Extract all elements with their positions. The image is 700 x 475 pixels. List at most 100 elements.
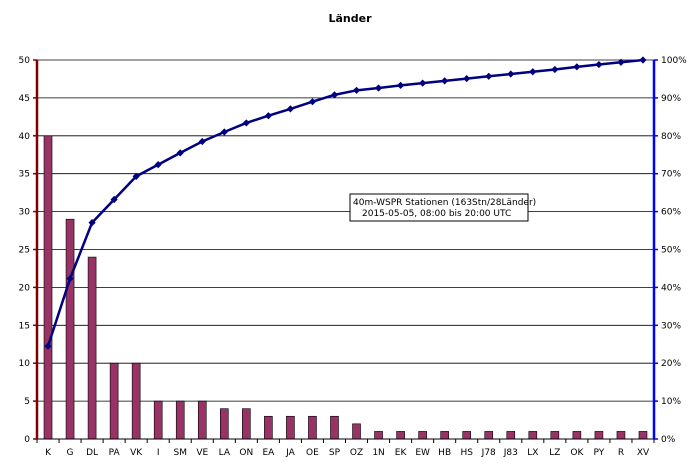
bar — [109, 362, 119, 440]
right-tick-label: 90% — [661, 94, 681, 104]
bar — [484, 431, 494, 440]
bar — [506, 431, 516, 440]
annotation-box: 40m-WSPR Stationen (163Stn/28Länder) 201… — [349, 193, 536, 222]
line-point — [463, 74, 471, 83]
bar — [87, 256, 97, 440]
right-tick-label: 60% — [661, 208, 681, 218]
x-tick-label: EW — [415, 448, 430, 458]
right-tick-label: 0% — [661, 435, 676, 445]
right-axis-ticks: 0% 10% 20% 30% 40% 50% 60% 70% 80% 90% 100% — [654, 56, 687, 445]
x-tick-label: SP — [329, 448, 341, 458]
bar — [462, 431, 471, 440]
annotation-line-1: 40m-WSPR Stationen (163Stn/28Länder) — [353, 198, 536, 208]
left-tick-label: 40 — [19, 132, 31, 142]
bar — [65, 218, 75, 440]
bar — [330, 415, 339, 440]
right-tick-label: 50% — [661, 246, 681, 256]
x-tick-label: 1N — [372, 448, 384, 458]
bar — [550, 431, 560, 440]
bar — [418, 431, 427, 440]
x-tick-label: J78 — [481, 448, 496, 458]
right-tick-label: 70% — [661, 170, 681, 180]
line-point — [441, 77, 449, 85]
x-tick-label: ON — [239, 448, 253, 458]
x-tick-label: JA — [285, 448, 295, 458]
x-axis-ticks: K G DL PA VK I SM VE LA ON EA JA OE SP OZ 1N EK EW HB HS J78… — [36, 439, 655, 458]
x-tick-label: SM — [173, 448, 186, 458]
x-tick-label: R — [618, 448, 624, 458]
line-point — [485, 72, 493, 80]
left-axis-ticks: 0 5 10 15 20 25 30 35 40 45 50 — [19, 56, 37, 445]
bar — [308, 415, 317, 440]
left-tick-label: 5 — [24, 397, 30, 407]
x-tick-label: DL — [86, 448, 98, 458]
x-tick-label: XV — [637, 448, 650, 458]
left-tick-label: 30 — [19, 208, 31, 218]
right-tick-label: 40% — [661, 283, 681, 293]
left-tick-label: 20 — [19, 283, 31, 293]
x-tick-label: OZ — [350, 448, 363, 458]
bar — [594, 431, 604, 440]
right-tick-label: 10% — [661, 397, 681, 407]
annotation-frame — [349, 193, 529, 222]
x-tick-label: G — [67, 448, 74, 458]
bar-series — [43, 135, 648, 440]
right-tick-label: 20% — [661, 359, 681, 369]
line-point — [66, 275, 74, 283]
line-point — [154, 161, 162, 169]
x-tick-label: LZ — [549, 448, 560, 458]
x-tick-label: PY — [594, 448, 605, 458]
line-point — [507, 70, 515, 78]
line-point — [44, 342, 52, 350]
annotation-line-2: 2015-05-05, 08:00 bis 20:00 UTC — [362, 209, 511, 219]
left-tick-label: 45 — [19, 94, 30, 104]
cumulative-line — [46, 58, 644, 347]
left-tick-label: 0 — [24, 435, 30, 445]
cumulative-line-series — [44, 56, 647, 350]
line-point — [88, 218, 96, 227]
x-tick-label: I — [157, 448, 160, 458]
line-point — [308, 98, 317, 106]
bar — [131, 362, 141, 440]
x-tick-label: VK — [130, 448, 143, 458]
line-point — [529, 68, 537, 76]
x-tick-label: K — [45, 448, 52, 458]
x-tick-label: HB — [438, 448, 451, 458]
x-tick-label: HS — [460, 448, 473, 458]
left-tick-label: 50 — [19, 56, 31, 66]
x-tick-label: OE — [306, 448, 319, 458]
line-point — [110, 195, 118, 204]
line-point — [419, 79, 427, 87]
x-tick-label: EA — [262, 448, 275, 458]
bar — [175, 400, 185, 440]
bar — [264, 415, 273, 440]
x-tick-label: LX — [527, 448, 538, 458]
x-tick-label: PA — [109, 448, 121, 458]
bar — [638, 431, 648, 440]
x-tick-label: OK — [570, 448, 584, 458]
line-point — [352, 86, 361, 94]
right-tick-label: 80% — [661, 132, 681, 142]
left-tick-label: 35 — [19, 170, 30, 180]
line-point — [595, 60, 603, 69]
line-point — [176, 149, 184, 157]
line-point — [551, 65, 559, 74]
left-tick-label: 10 — [19, 359, 31, 369]
left-tick-label: 15 — [19, 321, 30, 331]
line-point — [198, 137, 206, 146]
line-point — [617, 58, 625, 66]
line-point — [573, 63, 581, 71]
x-tick-label: LA — [219, 448, 231, 458]
right-tick-label: 100% — [661, 56, 687, 66]
bar — [528, 431, 538, 440]
x-tick-label: J83 — [503, 448, 518, 458]
bar — [572, 431, 582, 440]
bar — [242, 408, 251, 440]
bar — [440, 431, 449, 440]
bar — [374, 431, 383, 440]
line-point — [286, 105, 295, 113]
line-point — [374, 84, 383, 92]
left-tick-label: 25 — [19, 246, 30, 256]
line-point — [242, 119, 250, 127]
